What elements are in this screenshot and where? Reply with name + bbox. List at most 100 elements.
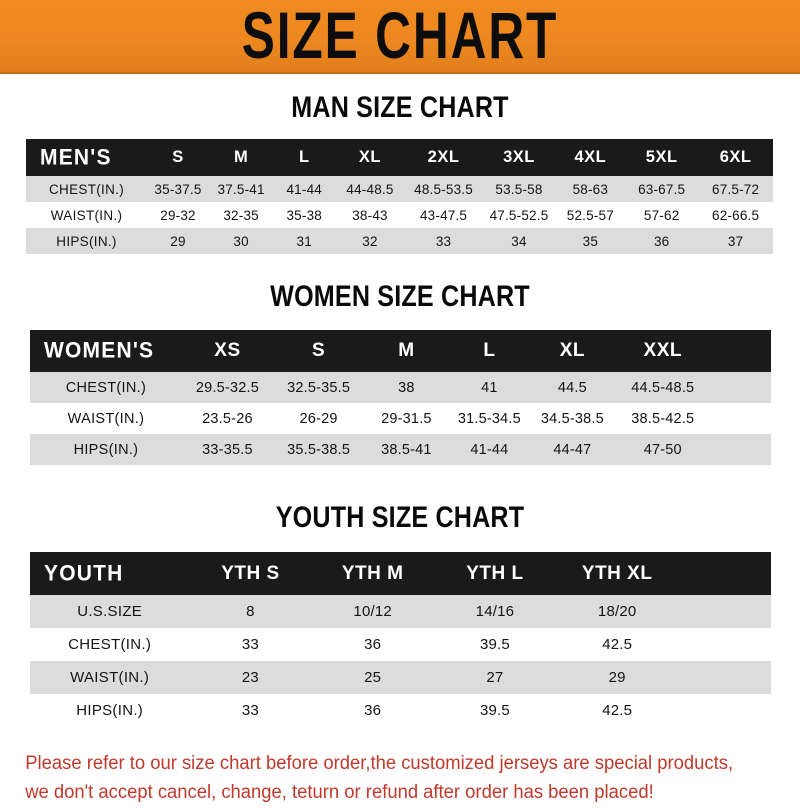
women-row-label: WAIST(IN.) [67,410,145,427]
youth-size-table: YOUTH YTH S YTH M YTH L YTH XL U.S.SIZE … [30,552,771,727]
youth-column-header: YTH M [341,562,404,584]
youth-column-header-empty [678,552,771,595]
section-youth: YOUTH SIZE CHART YOUTH YTH S YTH M YTH L… [0,500,800,727]
size-chart-sheet: MAN SIZE CHART MEN'S S M L XL 2XL [0,90,800,808]
men-cell: 44-48.5 [346,181,394,197]
men-cell: 36 [653,233,670,249]
youth-cell: 33 [241,702,259,719]
page-title: SIZE CHART [241,0,559,73]
section-title-women: WOMEN SIZE CHART [270,279,530,313]
table-row: CHEST(IN.) 35-37.5 37.5-41 41-44 44-48.5… [26,176,773,202]
youth-row-label: HIPS(IN.) [76,702,144,719]
youth-cell-empty [678,595,771,628]
women-row-label: HIPS(IN.) [73,441,139,458]
table-row: HIPS(IN.) 33-35.5 35.5-38.5 38.5-41 41-4… [30,434,771,465]
men-cell: 35-38 [286,207,322,223]
men-row-label-header: MEN'S [40,144,112,170]
women-cell: 38.5-42.5 [631,410,695,427]
women-cell: 34.5-38.5 [540,410,604,427]
men-row-label: CHEST(IN.) [49,181,124,197]
women-cell: 44.5 [557,379,587,396]
men-cell: 63-67.5 [638,181,686,197]
youth-cell: 33 [241,636,259,653]
youth-cell: 39.5 [479,702,510,719]
women-column-header: L [483,340,496,361]
men-cell: 48.5-53.5 [414,181,473,197]
youth-cell: 36 [364,702,382,719]
women-cell: 38.5-41 [381,441,432,458]
youth-cell: 23 [241,669,259,686]
men-column-header: 2XL [427,148,460,166]
women-size-table-wrapper: WOMEN'S XS S M L XL XXL CHEST(IN.) 29.5-… [30,330,771,465]
women-row-label: CHEST(IN.) [65,379,147,396]
women-size-table: WOMEN'S XS S M L XL XXL CHEST(IN.) 29.5-… [30,330,771,465]
women-table-header-row: WOMEN'S XS S M L XL XXL [30,330,771,372]
men-column-header: 4XL [574,148,607,166]
youth-row-label: WAIST(IN.) [70,669,150,686]
women-cell: 23.5-26 [202,410,253,427]
disclaimer-line-1: Please refer to our size chart before or… [25,753,734,774]
disclaimer-note: Please refer to our size chart before or… [0,749,776,808]
women-column-header: XXL [643,340,682,361]
men-cell: 31 [296,233,312,249]
table-row: WAIST(IN.) 29-32 32-35 35-38 38-43 43-47… [26,202,773,228]
table-row: WAIST(IN.) 23.5-26 26-29 29-31.5 31.5-34… [30,403,771,434]
men-cell: 41-44 [286,181,322,197]
men-cell: 47.5-52.5 [489,207,549,223]
youth-table-header-row: YOUTH YTH S YTH M YTH L YTH XL [30,552,771,595]
women-cell: 41-44 [470,441,509,458]
men-cell: 62-66.5 [712,207,760,223]
youth-column-header: YTH L [466,562,524,584]
youth-cell: 42.5 [602,636,633,653]
women-column-header: XS [214,340,241,361]
men-column-header: S [172,148,184,166]
women-cell: 33-35.5 [202,441,253,458]
men-cell: 35-37.5 [154,181,202,197]
table-row: CHEST(IN.) 33 36 39.5 42.5 [30,628,771,661]
youth-cell-empty [678,628,771,661]
men-column-header: 5XL [645,148,678,166]
youth-cell: 42.5 [602,702,633,719]
men-cell: 52.5-57 [566,207,614,223]
women-cell-empty [711,372,771,403]
men-size-table: MEN'S S M L XL 2XL 3XL 4XL 5XL 6XL CHEST [26,139,773,254]
youth-cell: 25 [364,669,382,686]
men-row-label: HIPS(IN.) [56,233,117,249]
youth-row-label: CHEST(IN.) [68,636,152,653]
youth-row-label-header: YOUTH [44,560,124,586]
women-cell-empty [711,434,771,465]
youth-cell: 29 [608,669,626,686]
women-cell: 47-50 [643,441,682,458]
men-cell: 35 [582,233,599,249]
section-men: MAN SIZE CHART MEN'S S M L XL 2XL [0,90,800,254]
men-cell: 32-35 [223,207,259,223]
youth-cell: 39.5 [479,636,510,653]
disclaimer-line-2: we don't accept cancel, change, teturn o… [25,782,654,804]
women-cell: 38 [398,379,415,396]
men-cell: 32 [362,233,378,249]
men-cell: 34 [511,233,527,249]
men-column-header: L [298,148,310,166]
men-cell: 37 [727,233,744,249]
men-row-label: WAIST(IN.) [50,207,123,223]
women-column-header: XL [559,340,586,361]
men-cell: 38-43 [352,207,388,223]
men-cell: 29 [170,233,186,249]
men-cell: 29-32 [160,207,196,223]
youth-cell: 10/12 [353,603,392,620]
women-cell: 31.5-34.5 [457,410,521,427]
table-row: HIPS(IN.) 33 36 39.5 42.5 [30,694,771,727]
men-cell: 53.5-58 [495,181,543,197]
men-column-header: M [233,148,249,166]
women-cell: 41 [481,379,498,396]
women-cell: 29-31.5 [381,410,432,427]
women-cell: 35.5-38.5 [287,441,351,458]
men-cell: 43-47.5 [419,207,468,223]
men-column-header: XL [358,148,382,166]
women-column-header: S [312,340,326,361]
youth-column-header: YTH S [221,562,280,584]
women-cell: 26-29 [299,410,338,427]
table-row: CHEST(IN.) 29.5-32.5 32.5-35.5 38 41 44.… [30,372,771,403]
page-banner: SIZE CHART [0,0,800,74]
men-cell: 58-63 [572,181,609,197]
